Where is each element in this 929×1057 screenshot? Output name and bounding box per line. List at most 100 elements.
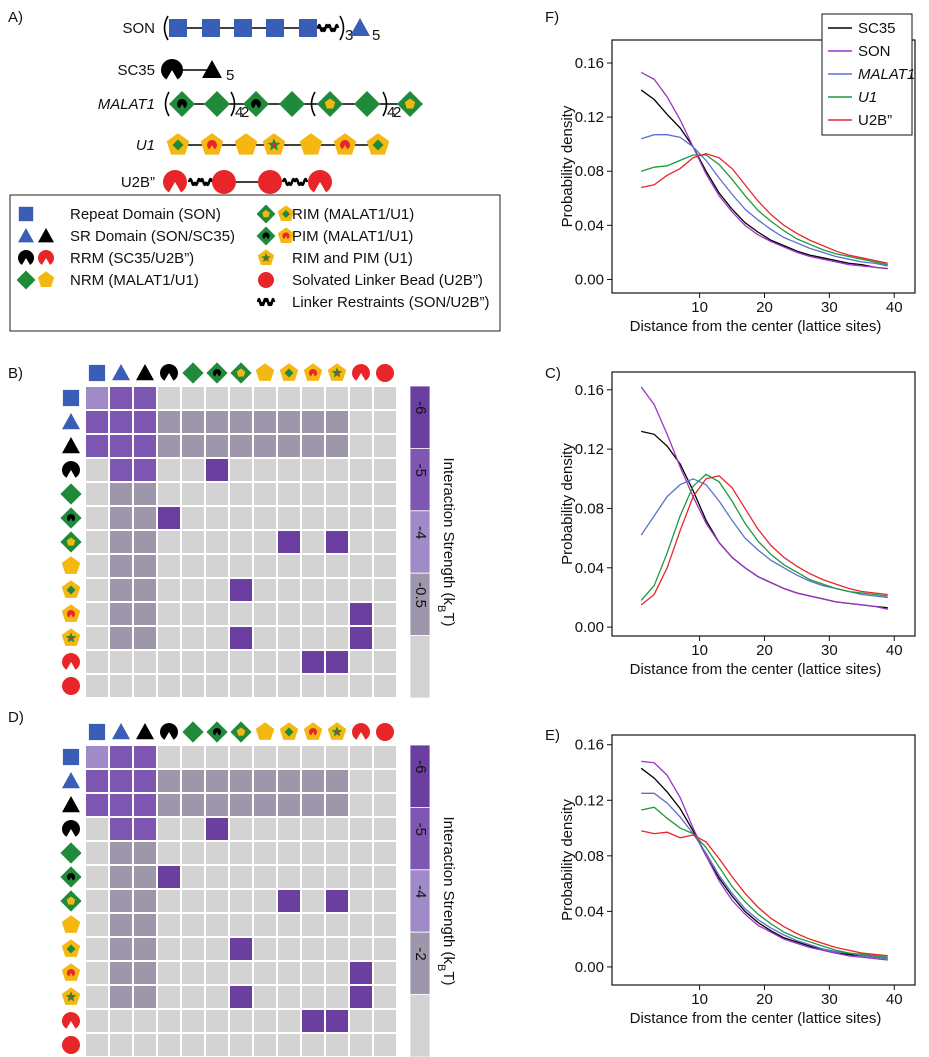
heat-cell — [374, 411, 396, 433]
heat-cell — [110, 986, 132, 1008]
heat-cell — [182, 483, 204, 505]
icon — [327, 722, 347, 740]
heat-cell — [374, 842, 396, 864]
icon — [303, 363, 323, 381]
heat-cell — [254, 411, 276, 433]
icon — [255, 363, 275, 381]
pentagon — [234, 133, 258, 155]
heat-cell — [326, 746, 348, 768]
heat-cell — [254, 914, 276, 936]
icon — [61, 580, 81, 598]
heat-cell — [350, 555, 372, 577]
heat-cell — [134, 483, 156, 505]
heat-cell — [278, 818, 300, 840]
y-tick-label: 0.08 — [575, 848, 604, 865]
icon — [277, 205, 295, 221]
heat-cell — [206, 914, 228, 936]
square — [266, 19, 284, 37]
heat-cell — [86, 507, 108, 529]
heat-cell — [374, 1010, 396, 1032]
heat-cell — [254, 603, 276, 625]
heat-cell — [206, 387, 228, 409]
colorbar-title-part: T) — [440, 971, 457, 985]
heat-cell — [302, 435, 324, 457]
pacman — [66, 968, 76, 977]
heat-cell — [206, 794, 228, 816]
icon — [206, 721, 228, 743]
heat-cell — [374, 818, 396, 840]
heat-cell — [86, 1034, 108, 1056]
heat-cell — [182, 531, 204, 553]
icon — [62, 437, 80, 454]
heat-cell — [86, 603, 108, 625]
icon — [38, 250, 54, 265]
pacman — [62, 820, 81, 837]
heat-cell — [254, 746, 276, 768]
colorbar-tick-label: -5 — [412, 464, 429, 477]
parenthesis — [382, 91, 388, 117]
heat-cell — [134, 579, 156, 601]
heat-cell — [134, 531, 156, 553]
heat-cell — [350, 675, 372, 697]
heat-cell — [230, 866, 252, 888]
heat-cell — [86, 459, 108, 481]
heat-cell — [302, 651, 324, 673]
heat-cell — [302, 531, 324, 553]
legend-label: MALAT1 — [858, 66, 915, 83]
heat-cell — [278, 1034, 300, 1056]
parenthesis — [310, 91, 316, 117]
pacman — [62, 653, 81, 670]
parenthesis — [163, 15, 169, 41]
heat-cell — [86, 962, 108, 984]
heat-cell — [134, 675, 156, 697]
legend-text: Solvated Linker Bead (U2B”) — [292, 272, 483, 289]
heat-cell — [350, 459, 372, 481]
heat-cell — [278, 555, 300, 577]
heat-cell — [350, 842, 372, 864]
heat-cell — [326, 675, 348, 697]
heat-cell — [254, 938, 276, 960]
heat-cell — [206, 603, 228, 625]
heat-cell — [302, 770, 324, 792]
heat-cell — [206, 890, 228, 912]
repeat-count: 2 — [241, 104, 249, 121]
heat-cell — [158, 986, 180, 1008]
heat-cell — [230, 459, 252, 481]
heat-cell — [134, 555, 156, 577]
heat-cell — [134, 746, 156, 768]
heat-cell — [110, 794, 132, 816]
heat-cell — [134, 818, 156, 840]
pentagon — [66, 537, 76, 546]
heat-cell — [326, 459, 348, 481]
heat-cell — [350, 627, 372, 649]
pacman — [62, 1011, 81, 1029]
heat-cell — [206, 818, 228, 840]
heat-cell — [158, 746, 180, 768]
x-tick-label: 30 — [821, 299, 838, 316]
icon — [258, 170, 282, 194]
icon — [257, 249, 275, 265]
icon — [230, 362, 252, 384]
icon — [258, 272, 274, 288]
heat-cell — [134, 1034, 156, 1056]
heat-cell — [254, 794, 276, 816]
series-line — [641, 134, 888, 267]
bead — [376, 723, 394, 741]
diamond — [182, 721, 204, 743]
heat-cell — [254, 579, 276, 601]
icon — [18, 206, 34, 222]
heat-cell — [182, 770, 204, 792]
icon — [62, 820, 81, 837]
heat-cell — [206, 842, 228, 864]
heat-cell — [134, 842, 156, 864]
y-tick-label: 0.08 — [575, 500, 604, 517]
heat-cell — [110, 411, 132, 433]
heat-cell — [158, 1010, 180, 1032]
heat-cell — [302, 387, 324, 409]
colorbar-segment — [409, 807, 431, 871]
heat-cell — [158, 962, 180, 984]
icon — [62, 1036, 80, 1054]
y-tick-label: 0.12 — [575, 792, 604, 809]
heat-cell — [134, 866, 156, 888]
x-axis-label: Distance from the center (lattice sites) — [630, 318, 882, 335]
